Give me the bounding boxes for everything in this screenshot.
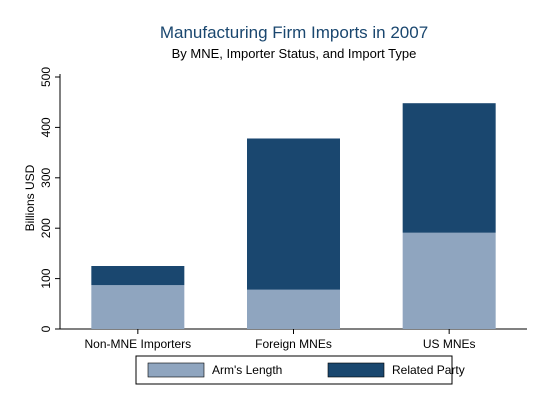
bar-arms-length <box>402 232 496 329</box>
x-tick-label: US MNEs <box>423 337 476 351</box>
chart-subtitle: By MNE, Importer Status, and Import Type <box>172 46 417 61</box>
legend-swatch <box>327 362 385 378</box>
y-axis-title: Billions USD <box>23 164 37 231</box>
bar-arms-length <box>247 289 340 329</box>
bar-arms-length <box>91 285 185 329</box>
y-tick-label: 300 <box>39 167 53 187</box>
bar-related-party <box>91 266 185 286</box>
y-tick-label: 400 <box>39 117 53 137</box>
y-tick-label: 100 <box>39 268 53 288</box>
legend-swatch <box>147 362 205 378</box>
legend-label: Arm's Length <box>212 363 282 377</box>
legend-label: Related Party <box>392 363 465 377</box>
legend: Arm's Length Related Party <box>135 355 465 385</box>
bar-related-party <box>402 103 496 233</box>
x-tick-label: Non-MNE Importers <box>84 337 191 351</box>
chart-title: Manufacturing Firm Imports in 2007 <box>160 23 428 42</box>
y-tick-label: 200 <box>39 218 53 238</box>
x-tick-label: Foreign MNEs <box>255 337 332 351</box>
plot-area: 0 100 200 300 400 500 Non-MNE Importers Foreign… <box>39 67 527 351</box>
y-tick-label: 0 <box>39 325 53 332</box>
bar-related-party <box>247 138 340 290</box>
y-tick-label: 500 <box>39 67 53 87</box>
